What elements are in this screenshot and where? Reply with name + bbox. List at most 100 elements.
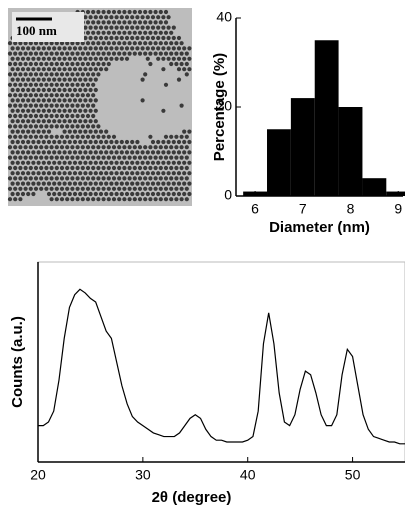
particle [88,87,93,93]
particle [75,51,80,56]
particle [156,171,161,176]
particle [161,56,166,61]
particle [59,165,65,171]
particle [80,165,85,171]
particle [72,139,78,145]
particle [10,139,15,145]
particle [117,51,122,56]
particle [85,155,91,160]
particle [184,186,189,191]
particle [184,61,189,67]
particle [67,160,72,165]
particle [88,108,93,113]
particle [148,20,153,25]
particle [52,87,57,93]
particle [163,134,169,139]
particle [13,51,18,56]
particle [182,171,187,176]
particle [70,72,75,77]
particle [143,145,148,150]
particle [28,186,33,191]
particle [67,77,72,82]
particle [57,98,62,103]
particle [93,119,98,124]
particle [15,98,20,103]
particle [169,145,174,150]
particle [91,51,96,56]
particle [20,150,26,155]
particle [127,186,132,191]
particle [18,176,23,181]
particle [117,186,122,191]
particle [41,150,46,155]
particle [96,51,101,56]
particle [65,197,70,202]
particle [36,150,41,155]
particle [78,98,83,103]
particle [143,186,148,191]
particle [15,139,20,145]
particle [88,119,93,124]
particle [80,51,85,56]
particle [46,139,52,145]
particle [158,165,163,171]
particle [20,56,26,61]
particle [88,129,93,134]
particle [171,171,176,176]
particle [179,51,184,56]
particle [150,25,156,30]
particle [153,41,158,46]
particle [148,155,153,160]
particle [93,129,98,134]
particle [83,108,88,113]
particle [80,61,85,67]
particle [91,155,96,160]
particle [104,67,109,72]
particle [75,124,80,129]
particle [182,46,187,51]
particle [184,51,189,56]
particle [96,41,101,46]
particle [171,160,176,165]
particle [70,124,75,129]
particle [106,61,111,67]
particle [96,145,101,150]
particle [93,25,98,30]
particle [166,25,171,30]
particle [179,186,184,191]
particle [109,139,114,145]
particle [101,41,106,46]
particle [46,46,52,51]
particle [132,30,137,35]
particle [15,171,20,176]
particle [20,77,26,82]
particle [54,197,59,202]
particle [98,25,104,30]
particle [127,51,132,56]
particle [31,46,36,51]
particle [96,30,101,35]
particle [85,103,91,108]
particle [96,61,101,67]
particle [85,41,91,46]
particle [52,108,57,113]
particle [179,176,184,181]
particle [80,176,85,181]
particle [114,171,119,176]
particle [166,191,171,197]
particle [10,171,15,176]
particle [96,9,101,15]
particle [52,171,57,176]
particle [88,46,93,51]
particle [145,191,150,197]
particle [137,51,143,56]
particle [62,87,67,93]
particle [114,181,119,186]
particle [171,139,176,145]
particle [10,46,15,51]
particle [176,150,182,155]
particle [140,191,145,197]
x-tick-label: 9 [394,201,402,217]
particle [75,197,80,202]
